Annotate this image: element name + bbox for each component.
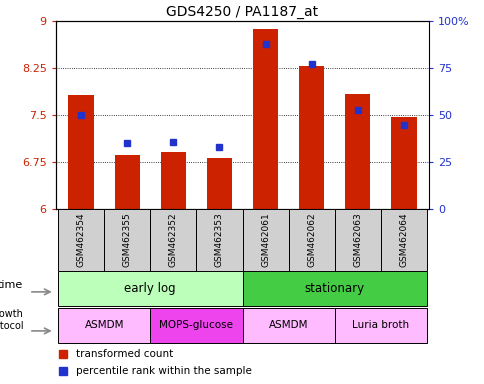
FancyBboxPatch shape — [150, 308, 242, 343]
Title: GDS4250 / PA1187_at: GDS4250 / PA1187_at — [166, 5, 318, 19]
Bar — [345, 94, 370, 209]
Text: ASMDM: ASMDM — [84, 320, 124, 331]
Text: GSM462353: GSM462353 — [214, 213, 224, 267]
FancyBboxPatch shape — [58, 308, 150, 343]
FancyBboxPatch shape — [334, 308, 426, 343]
FancyBboxPatch shape — [104, 209, 150, 271]
Text: ASMDM: ASMDM — [268, 320, 308, 331]
FancyBboxPatch shape — [242, 209, 288, 271]
FancyBboxPatch shape — [288, 209, 334, 271]
Text: time: time — [0, 280, 23, 290]
FancyBboxPatch shape — [242, 271, 426, 306]
Text: GSM462352: GSM462352 — [168, 213, 178, 267]
FancyBboxPatch shape — [58, 209, 104, 271]
Text: GSM462061: GSM462061 — [260, 213, 270, 267]
Bar — [298, 66, 324, 209]
Text: transformed count: transformed count — [76, 349, 173, 359]
Text: GSM462064: GSM462064 — [398, 213, 408, 267]
FancyBboxPatch shape — [58, 271, 242, 306]
FancyBboxPatch shape — [150, 209, 196, 271]
Bar — [252, 29, 278, 209]
Text: early log: early log — [124, 283, 176, 295]
Text: growth
protocol: growth protocol — [0, 309, 23, 331]
FancyBboxPatch shape — [196, 209, 242, 271]
Bar — [114, 155, 139, 209]
FancyBboxPatch shape — [380, 209, 426, 271]
Text: percentile rank within the sample: percentile rank within the sample — [76, 366, 252, 376]
Bar — [160, 152, 186, 209]
Bar — [391, 117, 416, 209]
Bar — [206, 158, 232, 209]
Text: GSM462355: GSM462355 — [122, 213, 132, 267]
Text: GSM462063: GSM462063 — [352, 213, 362, 267]
Text: stationary: stationary — [304, 283, 364, 295]
FancyBboxPatch shape — [242, 308, 334, 343]
Text: MOPS-glucose: MOPS-glucose — [159, 320, 233, 331]
Text: GSM462062: GSM462062 — [306, 213, 316, 267]
Bar — [68, 95, 93, 209]
Text: Luria broth: Luria broth — [351, 320, 408, 331]
Text: GSM462354: GSM462354 — [76, 213, 86, 267]
FancyBboxPatch shape — [334, 209, 380, 271]
